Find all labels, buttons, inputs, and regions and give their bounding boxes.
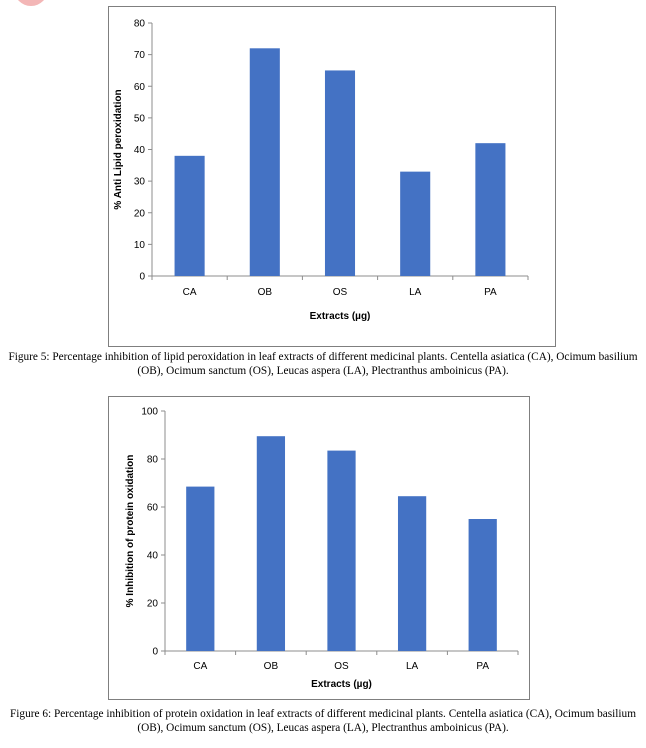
chart-protein-oxidation: 0 20 40 60 80 100 CA OB OS LA PA Extracts (µg) % Inh… — [108, 396, 530, 700]
y-tick-label: 100 — [141, 407, 158, 418]
figure-5-caption: Figure 5: Percentage inhibition of lipid… — [8, 351, 638, 377]
y-tick-label: 20 — [147, 599, 159, 610]
y-tick-label: 40 — [147, 551, 159, 562]
bar-la — [397, 496, 427, 651]
y-tick-label: 0 — [139, 272, 145, 283]
y-tick-label: 60 — [147, 503, 159, 514]
bar-os — [324, 70, 356, 276]
x-tick-label: OB — [258, 287, 273, 298]
x-tick-label: PA — [476, 661, 489, 672]
figure-6-caption: Figure 6: Percentage inhibition of prote… — [10, 708, 636, 734]
chart-lipid-peroxidation: 0 10 20 30 40 50 60 70 80 CA OB OS LA PA Extracts (µg)… — [108, 6, 556, 347]
x-tick-label: OS — [334, 661, 349, 672]
y-tick-label: 70 — [134, 50, 146, 61]
logo-fragment — [14, 0, 48, 6]
corner-decoration — [0, 0, 75, 8]
x-tick-label: OS — [333, 287, 348, 298]
x-axis-title: Extracts (µg) — [310, 311, 371, 322]
y-tick-label: 50 — [134, 113, 146, 124]
bar-pa — [475, 143, 506, 276]
x-tick-label: LA — [409, 287, 422, 298]
chart-lipid-peroxidation-svg: 0 10 20 30 40 50 60 70 80 CA OB OS LA PA Extracts (µg)… — [113, 19, 529, 322]
chart-protein-oxidation-svg: 0 20 40 60 80 100 CA OB OS LA PA Extracts (µg) % Inh… — [125, 407, 519, 690]
x-tick-label: LA — [406, 661, 419, 672]
x-tick-label: CA — [193, 661, 207, 672]
x-tick-label: OB — [264, 661, 279, 672]
y-tick-label: 80 — [147, 455, 159, 466]
bar-ob — [249, 48, 280, 276]
bar-os — [327, 450, 356, 651]
bar-pa — [468, 519, 497, 651]
bar-ob — [256, 436, 286, 651]
y-axis-title: % Anti Lipid peroxidation — [113, 89, 124, 209]
y-tick-label: 80 — [134, 19, 146, 30]
y-axis-title: % Inhibition of protein oxidation — [125, 455, 136, 608]
y-tick-label: 30 — [134, 177, 146, 188]
bar-ca — [174, 155, 205, 276]
y-tick-label: 10 — [134, 240, 146, 251]
y-tick-label: 60 — [134, 82, 146, 93]
bar-la — [400, 171, 431, 276]
y-tick-label: 40 — [134, 145, 146, 156]
bar-ca — [186, 486, 215, 651]
x-tick-label: CA — [183, 287, 197, 298]
x-axis-title: Extracts (µg) — [311, 679, 372, 690]
y-tick-label: 20 — [134, 208, 146, 219]
y-tick-label: 0 — [152, 647, 158, 658]
x-tick-label: PA — [484, 287, 497, 298]
